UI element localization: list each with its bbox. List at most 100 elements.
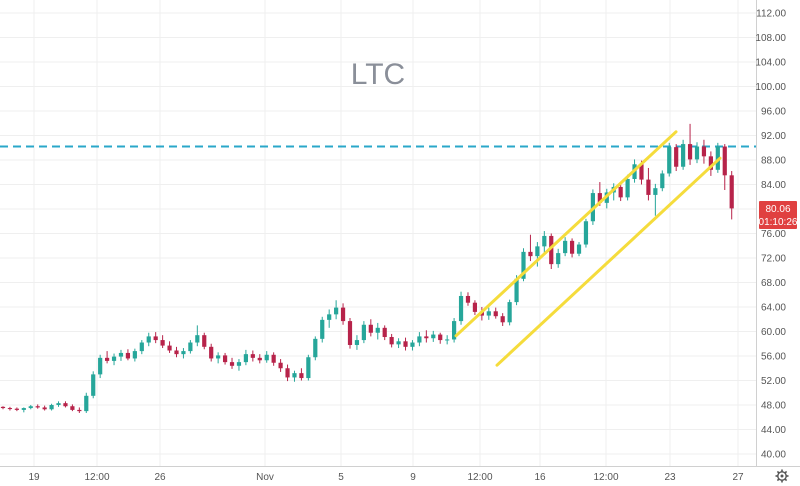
- candle: [472, 300, 478, 315]
- chart-title: LTC: [351, 58, 405, 91]
- settings-gear-icon[interactable]: [775, 469, 789, 483]
- candle: [139, 340, 144, 355]
- candle-body: [299, 373, 304, 379]
- candle-body: [618, 186, 623, 198]
- candle-body: [132, 351, 137, 359]
- channel-lower-line[interactable]: [495, 156, 722, 367]
- x-tick-label: 5: [338, 472, 344, 483]
- candle-body: [285, 368, 290, 378]
- price-badge-bg: [759, 201, 797, 229]
- candle-body: [535, 246, 540, 257]
- candle: [229, 357, 235, 369]
- candle: [569, 238, 575, 258]
- candle: [105, 351, 110, 364]
- candle-body: [14, 408, 19, 410]
- candle: [84, 392, 89, 413]
- candle: [458, 291, 464, 325]
- candle: [132, 348, 137, 362]
- candle: [285, 364, 290, 382]
- candle: [98, 354, 103, 379]
- candle-body: [576, 244, 582, 254]
- candle: [153, 332, 158, 344]
- candle-body: [514, 278, 519, 303]
- candle-body: [105, 357, 110, 361]
- candle-body: [639, 164, 644, 180]
- x-tick-label: 12:00: [467, 472, 492, 483]
- candle-body: [458, 295, 464, 322]
- candle: [438, 332, 443, 344]
- channel-upper-line[interactable]: [454, 130, 678, 338]
- candle-body: [125, 352, 131, 359]
- candle-body: [292, 373, 297, 378]
- candle-body: [597, 193, 602, 203]
- candle-body: [653, 188, 658, 195]
- candle: [618, 182, 623, 202]
- candle: [160, 335, 165, 349]
- y-tick-label: 108.00: [755, 33, 786, 44]
- candle-body: [0, 406, 6, 409]
- y-tick-label: 92.00: [761, 131, 786, 142]
- candle-body: [195, 335, 200, 343]
- candle: [528, 234, 533, 262]
- candle: [21, 407, 26, 413]
- candle-body: [646, 179, 651, 195]
- candle-body: [340, 307, 346, 322]
- candle-body: [694, 146, 700, 160]
- candle: [347, 318, 353, 349]
- candle-body: [229, 362, 235, 366]
- candle-body: [167, 345, 172, 351]
- candle: [222, 352, 228, 365]
- candle-body: [84, 395, 89, 412]
- candle-body: [139, 342, 144, 352]
- candle: [708, 151, 713, 176]
- candle: [354, 335, 360, 350]
- candle-body: [438, 334, 443, 341]
- candle: [486, 307, 491, 320]
- candle: [327, 309, 332, 328]
- candle-body: [174, 350, 179, 355]
- x-tick-label: Nov: [256, 472, 274, 483]
- candlesticks: [0, 123, 734, 413]
- candle: [250, 350, 255, 362]
- candle: [243, 349, 248, 366]
- candle-body: [507, 302, 512, 323]
- candle: [56, 401, 61, 407]
- candle: [493, 307, 498, 319]
- candle: [549, 233, 554, 270]
- candle: [181, 348, 186, 359]
- candle: [674, 144, 679, 172]
- candle-body: [556, 253, 561, 265]
- candle-body: [111, 356, 117, 361]
- candle-body: [91, 374, 96, 396]
- candle: [111, 353, 117, 366]
- price-channel[interactable]: [454, 130, 722, 367]
- candle: [653, 183, 658, 216]
- candle-body: [465, 295, 471, 303]
- grid-lines: [0, 0, 756, 466]
- x-tick-label: 23: [664, 472, 676, 483]
- last-price-label: 80.06: [765, 204, 790, 215]
- candle-body: [667, 147, 672, 174]
- candle-body: [569, 240, 575, 254]
- candle: [722, 144, 727, 191]
- x-tick-label: 19: [28, 472, 40, 483]
- candle: [507, 299, 512, 326]
- candle: [687, 123, 693, 165]
- candle: [403, 337, 408, 351]
- x-axis[interactable]: 19 12:00 26 Nov 5 9 12:00 16 12:00 23 27: [28, 472, 744, 483]
- candle-body: [98, 357, 103, 375]
- candle: [396, 338, 401, 349]
- x-tick-label: 12:00: [84, 472, 109, 483]
- candle: [28, 405, 33, 410]
- candle: [292, 370, 297, 382]
- candle-body: [236, 362, 242, 366]
- candle-body: [278, 362, 283, 369]
- candle: [320, 316, 325, 343]
- candle: [431, 330, 436, 342]
- candle-body: [56, 403, 61, 405]
- candle: [576, 242, 582, 257]
- candle: [542, 231, 547, 253]
- candle: [660, 170, 665, 192]
- candle-body: [243, 354, 248, 363]
